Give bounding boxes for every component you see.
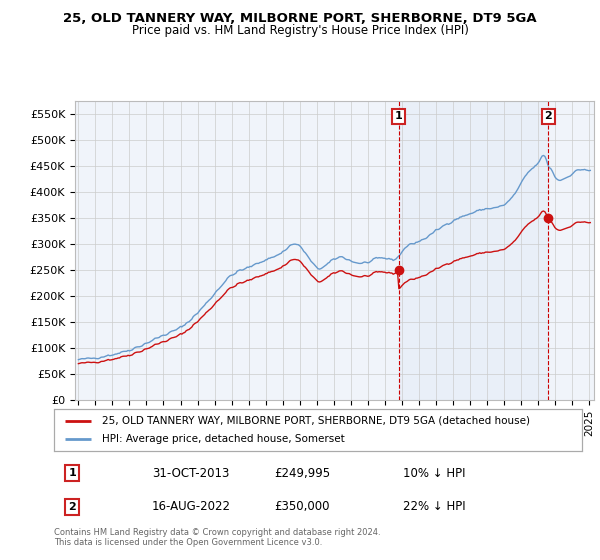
Text: 1: 1 [395,111,403,122]
Text: 22% ↓ HPI: 22% ↓ HPI [403,500,466,514]
Text: 25, OLD TANNERY WAY, MILBORNE PORT, SHERBORNE, DT9 5GA (detached house): 25, OLD TANNERY WAY, MILBORNE PORT, SHER… [101,416,530,426]
Text: 25, OLD TANNERY WAY, MILBORNE PORT, SHERBORNE, DT9 5GA: 25, OLD TANNERY WAY, MILBORNE PORT, SHER… [63,12,537,25]
Text: 2: 2 [68,502,76,512]
Text: £249,995: £249,995 [274,466,330,480]
Text: 16-AUG-2022: 16-AUG-2022 [152,500,230,514]
Text: 2: 2 [545,111,552,122]
Text: £350,000: £350,000 [274,500,330,514]
Text: HPI: Average price, detached house, Somerset: HPI: Average price, detached house, Some… [101,434,344,444]
Text: 10% ↓ HPI: 10% ↓ HPI [403,466,466,480]
Text: 1: 1 [68,468,76,478]
Text: Contains HM Land Registry data © Crown copyright and database right 2024.
This d: Contains HM Land Registry data © Crown c… [54,528,380,548]
Bar [399,101,548,400]
Text: 31-OCT-2013: 31-OCT-2013 [152,466,229,480]
Text: Price paid vs. HM Land Registry's House Price Index (HPI): Price paid vs. HM Land Registry's House … [131,24,469,36]
